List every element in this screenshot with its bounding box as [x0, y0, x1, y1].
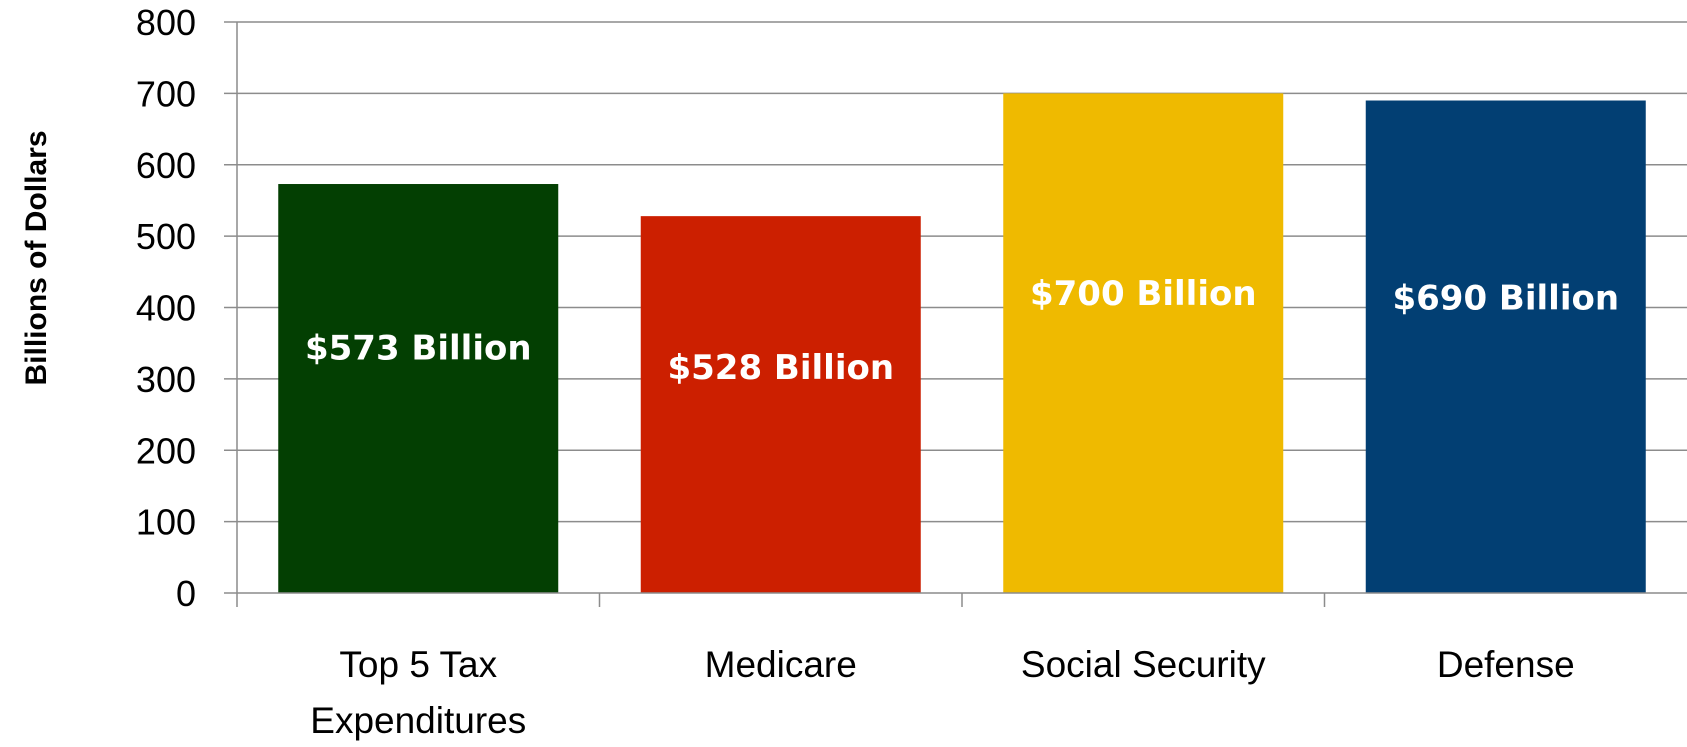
- y-tick-label: 800: [136, 2, 196, 43]
- y-tick-label: 100: [136, 502, 196, 543]
- category-label: Defense: [1437, 644, 1575, 685]
- data-label: $573 Billion: [305, 329, 532, 369]
- bars: [278, 93, 1646, 594]
- data-label: $700 Billion: [1030, 274, 1257, 314]
- y-tick-label: 500: [136, 216, 196, 257]
- data-label: $690 Billion: [1392, 279, 1619, 319]
- y-tick-label: 700: [136, 73, 196, 114]
- y-tick-label: 300: [136, 359, 196, 400]
- bar: [640, 216, 921, 593]
- y-tick-label: 400: [136, 288, 196, 329]
- y-axis-title: Billions of Dollars: [20, 130, 53, 385]
- y-tick-label: 0: [176, 573, 196, 614]
- y-tick-label: 200: [136, 430, 196, 471]
- bar: [1003, 93, 1284, 593]
- y-tick-label: 600: [136, 145, 196, 186]
- y-tick-labels: 0 100 200 300 400 500 600 700 800: [136, 2, 196, 614]
- bar: [1365, 100, 1646, 593]
- category-labels: Top 5 Tax Expenditures Medicare Social Secu…: [310, 644, 1574, 741]
- category-label: Top 5 Tax Expenditures: [310, 644, 526, 741]
- data-labels: $573 Billion $528 Billion $700 Billion $690…: [305, 274, 1619, 388]
- category-label: Medicare: [705, 644, 857, 685]
- bar: [278, 184, 559, 594]
- category-label: Social Security: [1021, 644, 1266, 685]
- data-label: $528 Billion: [667, 348, 894, 388]
- axes: [224, 21, 1687, 607]
